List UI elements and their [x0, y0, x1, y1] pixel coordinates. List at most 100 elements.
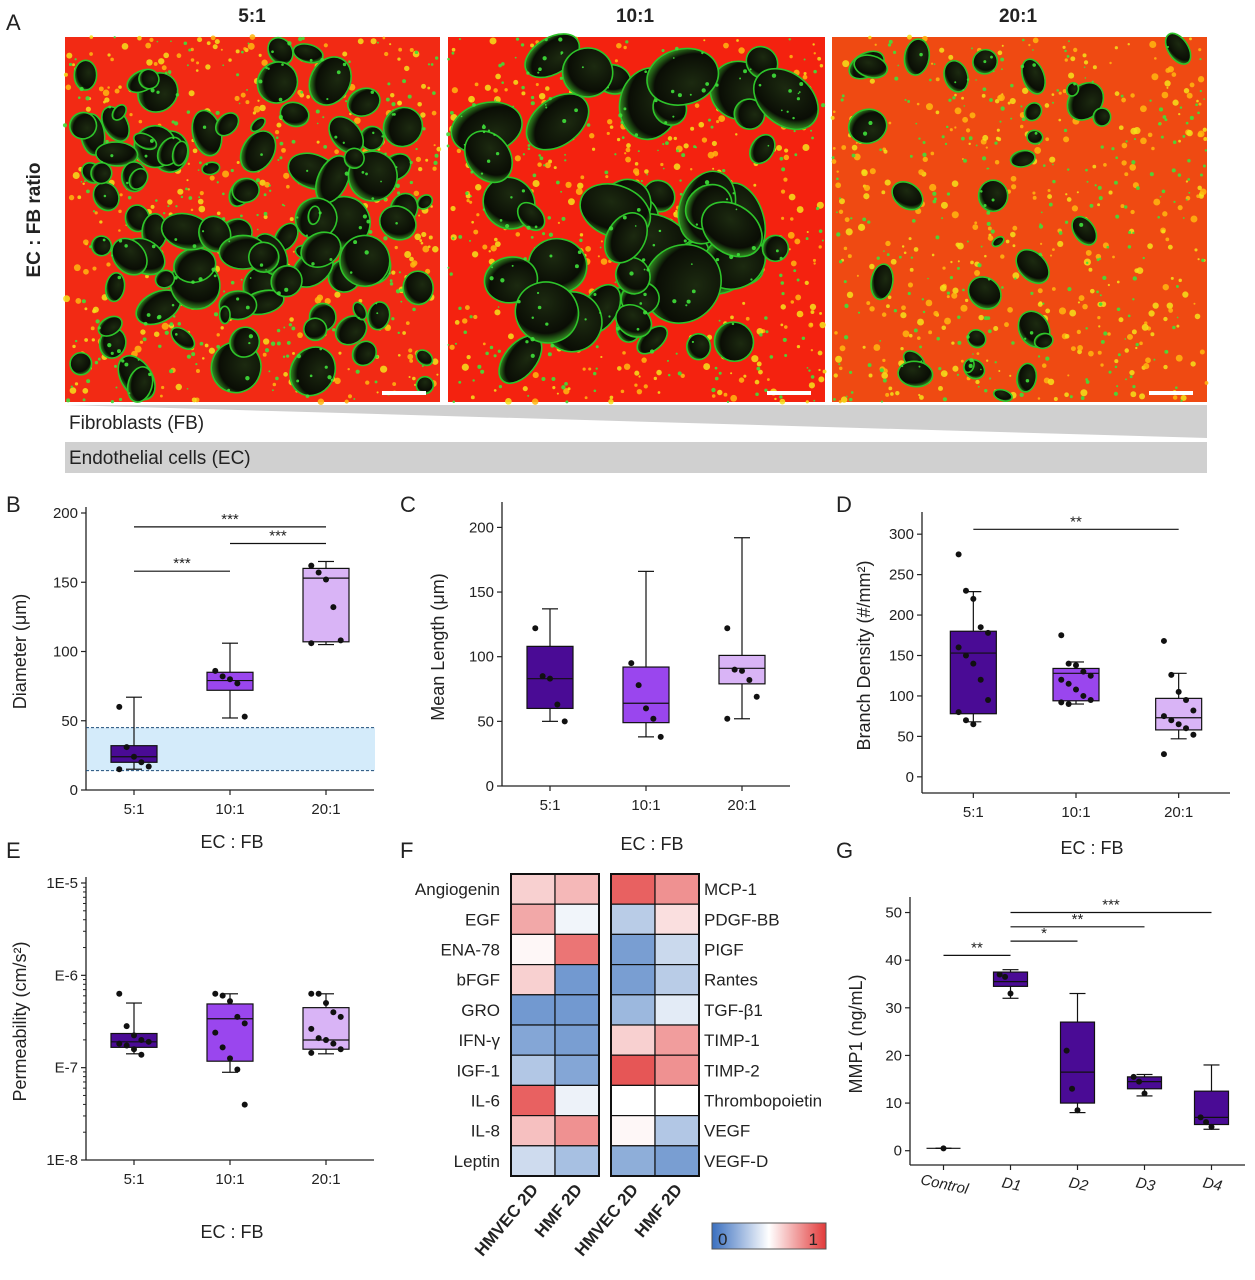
green-speck: [117, 275, 122, 280]
green-speck: [781, 292, 785, 296]
green-speck: [77, 96, 81, 99]
green-speck: [68, 62, 73, 67]
vessel-lumen: [966, 328, 987, 349]
green-speck: [836, 232, 841, 237]
yellow-cell: [214, 39, 220, 45]
green-speck: [238, 102, 241, 105]
green-speck: [174, 238, 178, 241]
green-speck: [398, 271, 401, 274]
heatmap-row-label: IL-8: [471, 1122, 500, 1141]
green-speck: [167, 205, 170, 208]
data-point: [219, 1044, 226, 1051]
green-speck: [278, 114, 283, 120]
green-speck: [538, 154, 541, 157]
green-speck: [397, 331, 400, 335]
green-speck: [305, 394, 310, 398]
yellow-cell: [961, 158, 964, 161]
green-speck: [584, 318, 587, 321]
green-speck: [592, 371, 597, 376]
yellow-cell: [358, 298, 363, 303]
green-speck: [447, 266, 450, 269]
yellow-cell: [494, 241, 501, 247]
green-speck: [1188, 191, 1191, 194]
yellow-cell: [118, 209, 122, 214]
green-speck: [1001, 68, 1003, 71]
yellow-cell: [1126, 333, 1133, 340]
heatmap-row-label: TIMP-2: [704, 1061, 760, 1080]
yellow-cell: [961, 96, 964, 100]
green-speck: [527, 144, 531, 147]
yellow-cell: [1165, 237, 1170, 242]
yellow-cell: [77, 195, 82, 200]
green-speck: [1042, 164, 1046, 167]
vessel-lumen: [415, 349, 434, 367]
green-speck: [530, 353, 535, 358]
panel-label-d: D: [836, 492, 852, 517]
green-speck: [497, 349, 502, 353]
green-speck: [381, 135, 384, 138]
green-speck: [172, 137, 175, 140]
yellow-cell: [262, 352, 267, 357]
data-point: [323, 576, 329, 583]
green-speck: [539, 156, 544, 161]
green-speck: [66, 398, 71, 403]
yellow-cell: [1149, 40, 1157, 49]
yellow-cell: [985, 146, 988, 149]
green-speck: [735, 208, 738, 211]
vessel-lumen: [303, 317, 328, 342]
yellow-cell: [817, 350, 823, 356]
yellow-cell: [532, 372, 539, 379]
yellow-cell: [933, 310, 939, 317]
vessel-lumen: [847, 108, 888, 145]
yellow-cell: [1130, 93, 1135, 98]
yellow-cell: [951, 341, 955, 345]
yellow-cell: [881, 312, 887, 317]
yellow-cell: [1143, 363, 1150, 370]
yellow-cell: [450, 205, 456, 212]
heatmap-right-cell: [610, 873, 656, 905]
yellow-cell: [392, 382, 397, 386]
green-speck: [538, 67, 542, 72]
vessel-lumen: [891, 180, 924, 211]
yellow-cell: [881, 372, 889, 379]
yellow-cell: [861, 169, 868, 177]
yellow-cell: [890, 258, 897, 265]
vessel-lumen: [1021, 58, 1046, 95]
micrograph-5-1: [62, 34, 442, 405]
green-speck: [186, 110, 191, 114]
green-speck: [173, 121, 179, 126]
yellow-cell: [1185, 180, 1189, 183]
green-speck: [793, 269, 797, 273]
green-speck: [634, 133, 639, 137]
yellow-cell: [1152, 302, 1159, 309]
vessel-lumen: [1016, 362, 1038, 393]
green-speck: [309, 374, 313, 378]
chart-f-heatmap: FAngiogeninEGFENA-78bFGFGROIFN-γIGF-1IL-…: [400, 838, 827, 1260]
green-speck: [263, 193, 267, 197]
data-point: [308, 562, 315, 569]
y-tick-label: 150: [889, 648, 914, 665]
yellow-cell: [675, 209, 678, 212]
yellow-cell: [228, 58, 232, 62]
yellow-cell: [1198, 48, 1202, 52]
yellow-cell: [756, 328, 764, 335]
green-speck: [736, 253, 740, 257]
vessel-lumen: [870, 263, 894, 301]
green-speck: [191, 280, 195, 284]
heatmap-right-cell: [654, 1084, 700, 1117]
data-point: [731, 666, 738, 673]
y-axis-title: Permeability (cm/s²): [10, 941, 30, 1101]
yellow-cell: [259, 104, 266, 112]
yellow-cell: [1083, 60, 1089, 65]
green-speck: [94, 360, 99, 365]
green-speck: [407, 94, 412, 99]
yellow-cell: [63, 72, 68, 77]
green-speck: [451, 51, 455, 55]
green-speck: [393, 188, 396, 190]
yellow-cell: [196, 61, 200, 65]
x-tick-label: Control: [919, 1171, 970, 1198]
yellow-cell: [1005, 239, 1010, 244]
yellow-cell: [421, 83, 427, 89]
yellow-cell: [197, 198, 204, 205]
